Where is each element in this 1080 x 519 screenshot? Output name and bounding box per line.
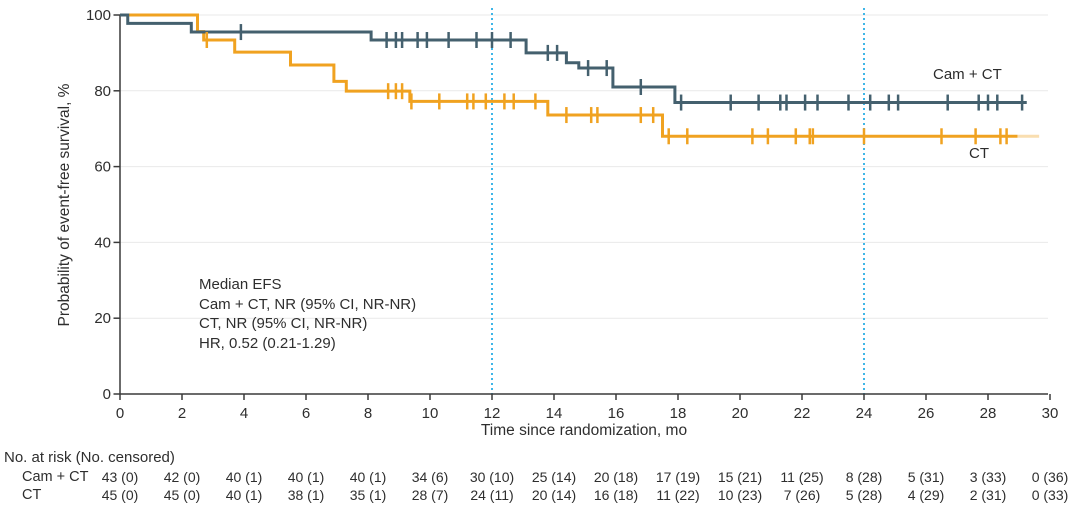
risk-cell: 20 (14) [531,487,577,503]
risk-cell: 34 (6) [411,469,449,485]
risk-cell: 16 (18) [593,487,639,503]
x-tick-label: 26 [918,405,935,422]
risk-cell: 38 (1) [287,487,325,503]
risk-cell: 40 (1) [287,469,325,485]
risk-cell: 0 (33) [1031,487,1069,503]
x-tick-label: 16 [608,405,625,422]
median-efs-annotation: Median EFS Cam + CT, NR (95% CI, NR-NR) … [199,275,416,353]
y-tick-label: 40 [94,234,111,251]
x-tick-label: 20 [732,405,749,422]
risk-cell: 2 (31) [969,487,1007,503]
risk-cell: 40 (1) [225,487,263,503]
risk-cell: 11 (22) [656,487,700,503]
x-tick-label: 14 [546,405,563,422]
risk-cell: 30 (10) [469,469,515,485]
x-tick-label: 18 [670,405,687,422]
x-tick-label: 22 [794,405,811,422]
risk-cell: 11 (25) [780,469,824,485]
annotation-line-ct: CT, NR (95% CI, NR-NR) [199,315,368,332]
risk-cell: 45 (0) [163,487,201,503]
x-tick-label: 28 [980,405,997,422]
annotation-line-hr: HR, 0.52 (0.21-1.29) [199,334,336,352]
annotation-line-cam-ct: Cam + CT, NR (95% CI, NR-NR) [199,295,417,313]
risk-cell: 8 (28) [845,469,883,485]
risk-cell: 40 (1) [349,469,387,485]
x-tick-label: 0 [116,405,124,422]
y-tick-label: 80 [94,83,111,100]
risk-cell: 28 (7) [411,487,449,503]
risk-cell: 24 (11) [470,487,514,503]
y-tick-label: 20 [94,310,111,327]
risk-cell: 3 (33) [969,469,1007,485]
y-tick-label: 0 [103,386,111,403]
x-tick-label: 8 [364,405,372,422]
risk-cell: 0 (36) [1031,469,1069,485]
km-curve-cam+ct [120,13,1027,105]
risk-cell: 20 (18) [593,469,639,485]
x-tick-label: 4 [240,405,248,422]
risk-cell: 40 (1) [225,469,263,485]
risk-cell: 4 (29) [907,487,945,503]
x-tick-label: 24 [856,405,873,422]
risk-cell: 35 (1) [349,487,387,503]
x-tick-label: 2 [178,405,186,422]
x-tick-label: 6 [302,405,310,422]
y-axis-title: Probability of event-free survival, % [56,83,73,327]
x-axis-title: Time since randomization, mo [480,422,688,439]
risk-row-label-ct: CT [22,487,42,503]
risk-cell: 15 (21) [717,469,763,485]
x-tick-label: 12 [484,405,501,422]
risk-cell: 45 (0) [101,487,139,503]
x-tick-label: 10 [422,405,439,422]
y-tick-label: 100 [86,7,111,24]
risk-cell: 5 (31) [907,469,945,485]
risk-cell: 7 (26) [783,487,821,503]
annotation-line-median: Median EFS [199,276,282,293]
risk-cell: 10 (23) [717,487,763,503]
risk-table-header: No. at risk (No. censored) [4,449,175,466]
risk-cell: 43 (0) [101,469,139,485]
series-label-cam-ct: Cam + CT [933,66,1002,83]
risk-row-label-cam-ct: Cam + CT [22,469,89,485]
x-tick-label: 30 [1042,405,1059,422]
risk-cell: 42 (0) [163,469,201,485]
risk-cell: 17 (19) [655,469,701,485]
risk-cell: 5 (28) [845,487,883,503]
risk-cell: 25 (14) [531,469,577,485]
y-tick-label: 60 [94,159,111,176]
series-label-ct: CT [969,145,989,162]
